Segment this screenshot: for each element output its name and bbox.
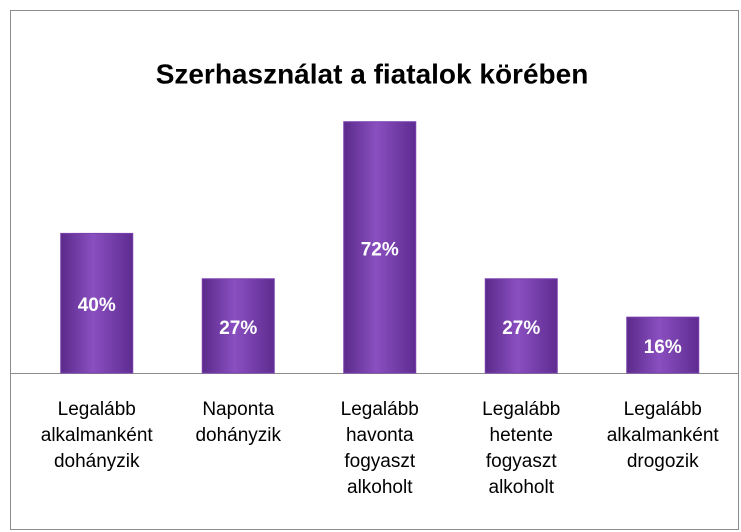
- value-label: 27%: [502, 318, 540, 339]
- x-tick-label: Naponta dohányzik: [195, 399, 281, 446]
- bar: [484, 278, 558, 374]
- chart-title: Szerhasználat a fiatalok körében: [156, 58, 589, 89]
- x-tick-label: Legalább havonta fogyaszt alkoholt: [341, 399, 419, 498]
- value-label: 27%: [219, 318, 257, 339]
- bar: [343, 121, 417, 374]
- bar: [201, 278, 275, 374]
- value-label: 72%: [361, 239, 399, 260]
- x-tick-label: Legalább alkalmanként dohányzik: [41, 399, 154, 472]
- bar: [626, 316, 700, 374]
- bar: [60, 232, 134, 374]
- value-label: 16%: [644, 337, 682, 358]
- value-label: 40%: [78, 295, 116, 316]
- x-tick-label: Legalább alkalmanként drogozik: [607, 399, 720, 472]
- x-tick-label: Legalább hetente fogyaszt alkoholt: [482, 399, 560, 498]
